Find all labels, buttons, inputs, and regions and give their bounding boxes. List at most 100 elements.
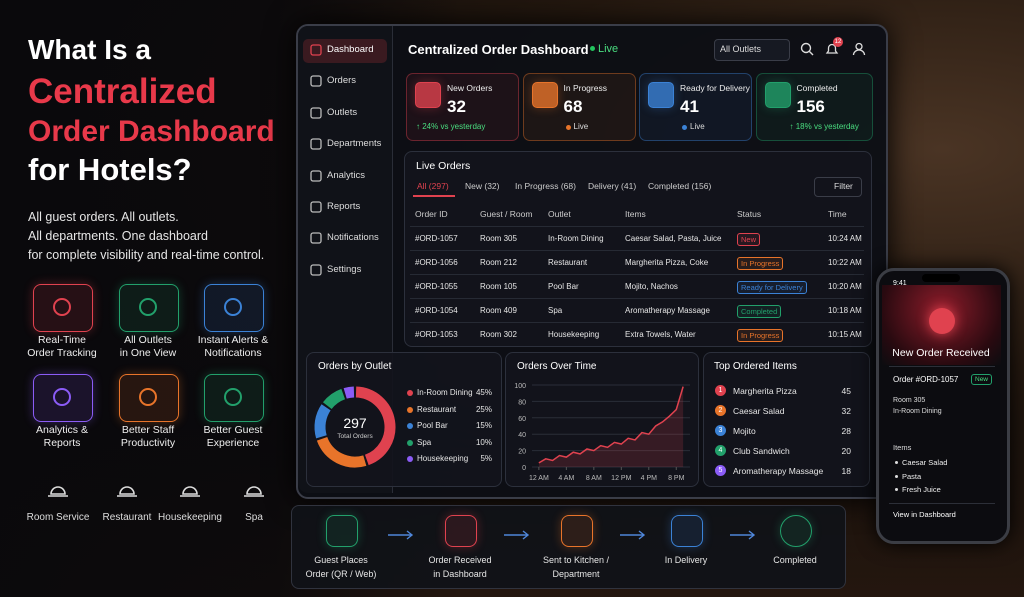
sidebar-icon xyxy=(310,169,322,182)
feature-icon xyxy=(204,374,264,422)
order-cell: Housekeeping xyxy=(548,330,600,339)
legend-swatch xyxy=(407,439,413,446)
feature-label: in One View xyxy=(119,347,177,359)
phone-items-title: Items xyxy=(893,443,912,452)
feature-glyph xyxy=(224,298,242,316)
kpi-label: New Orders xyxy=(447,83,493,93)
item-name: Aromatherapy Massage xyxy=(733,466,824,476)
legend-value: 25% xyxy=(475,404,492,414)
live-dot xyxy=(590,46,595,51)
live-orders-title: Live Orders xyxy=(416,160,471,172)
service-label: Room Service xyxy=(26,512,90,523)
sidebar-item[interactable]: Dashboard xyxy=(327,44,374,55)
glyph xyxy=(310,75,322,88)
service-icon xyxy=(117,486,137,497)
flow-label: Guest Places xyxy=(314,555,368,565)
arrow xyxy=(620,530,646,540)
kpi-note: ↑ 18% vs yesterday xyxy=(789,122,859,131)
phone-item: Pasta xyxy=(902,471,922,481)
sidebar-icon xyxy=(310,75,322,88)
order-cell: Restaurant xyxy=(548,258,588,267)
phone-link[interactable]: View in Dashboard xyxy=(893,510,956,519)
rank-badge: 4 xyxy=(715,445,726,456)
kpi-icon xyxy=(648,82,674,108)
phone-time: 9:41 xyxy=(893,280,907,287)
row-divider xyxy=(410,298,864,299)
time-panel xyxy=(505,352,699,487)
item-count: 18 xyxy=(841,466,851,476)
sidebar-item[interactable]: Departments xyxy=(327,138,382,150)
arrow xyxy=(504,530,530,540)
glyph xyxy=(800,42,812,54)
order-tab[interactable]: Completed (156) xyxy=(648,181,712,191)
feature-glyph xyxy=(224,388,242,406)
service-icon xyxy=(244,486,264,497)
order-cell: 10:18 AM xyxy=(828,306,862,315)
bell-icon xyxy=(825,43,839,54)
sidebar-item[interactable]: Outlets xyxy=(327,106,358,118)
row-divider xyxy=(410,322,864,323)
item-count: 20 xyxy=(841,446,851,456)
column-header: Time xyxy=(828,209,847,219)
order-tab[interactable]: New (32) xyxy=(465,181,500,191)
feature-icon xyxy=(204,284,264,332)
sidebar-item[interactable]: Reports xyxy=(327,201,361,212)
feature-glyph xyxy=(53,298,71,316)
order-cell: Extra Towels, Water xyxy=(625,330,696,339)
rank-badge: 3 xyxy=(715,425,726,436)
hero-title: Centralized xyxy=(28,72,217,111)
donut-segment xyxy=(314,404,331,439)
order-cell: Room 302 xyxy=(480,330,517,339)
glyph xyxy=(310,169,322,182)
x-tick-label: 4 AM xyxy=(558,475,574,482)
feature-label: Real-Time xyxy=(37,334,87,346)
column-header: Outlet xyxy=(548,209,571,219)
sidebar-item[interactable]: Analytics xyxy=(327,169,366,181)
kpi-label: In Progress xyxy=(563,83,607,93)
order-cell: Room 105 xyxy=(480,282,517,291)
glyph xyxy=(244,486,264,497)
order-cell: 10:24 AM xyxy=(828,234,862,243)
kpi-value: 68 xyxy=(563,97,583,116)
kpi-value: 41 xyxy=(680,97,699,116)
status-badge: Ready for Delivery xyxy=(737,281,807,294)
glyph xyxy=(852,49,866,56)
order-cell: #ORD-1055 xyxy=(415,282,458,291)
feature-icon xyxy=(33,284,93,332)
kpi-note: ↑ 24% vs yesterday xyxy=(416,122,486,131)
row-divider xyxy=(410,250,864,251)
filter-label[interactable]: Filter xyxy=(834,181,853,191)
donut-center-value: 297 xyxy=(343,415,367,431)
bullet xyxy=(895,461,898,464)
phone-divider xyxy=(889,366,995,367)
hero-title: Order Dashboard xyxy=(28,115,275,148)
order-cell: #ORD-1056 xyxy=(415,258,458,267)
order-tab[interactable]: In Progress (68) xyxy=(515,181,576,191)
rank-badge: 1 xyxy=(715,385,726,396)
status-badge: Completed xyxy=(737,305,782,318)
order-tab[interactable]: Delivery (41) xyxy=(588,181,637,191)
sidebar-item[interactable]: Settings xyxy=(327,263,362,275)
phone-location: In-Room Dining xyxy=(893,408,942,415)
sidebar-item[interactable]: Notifications xyxy=(327,232,379,244)
glyph xyxy=(310,232,322,245)
outlet-select[interactable]: All Outlets xyxy=(720,44,762,54)
order-tab[interactable]: All (297) xyxy=(417,181,449,191)
arrow xyxy=(388,530,414,540)
x-tick-label: 4 PM xyxy=(641,475,658,482)
feature-label: All Outlets xyxy=(124,334,172,346)
column-header: Items xyxy=(625,209,646,219)
sidebar-item[interactable]: Orders xyxy=(327,75,357,87)
x-tick-label: 8 AM xyxy=(586,475,602,482)
order-cell: Margherita Pizza, Coke xyxy=(625,258,709,267)
glyph xyxy=(825,43,839,54)
item-name: Caesar Salad xyxy=(733,406,785,416)
legend-swatch xyxy=(407,456,413,462)
kpi-icon xyxy=(415,82,441,108)
legend-value: 15% xyxy=(475,421,492,430)
order-cell: #ORD-1054 xyxy=(415,306,458,315)
glyph xyxy=(180,486,200,497)
glyph xyxy=(310,107,322,119)
kpi-icon xyxy=(764,82,791,108)
sidebar-icon xyxy=(310,201,322,213)
